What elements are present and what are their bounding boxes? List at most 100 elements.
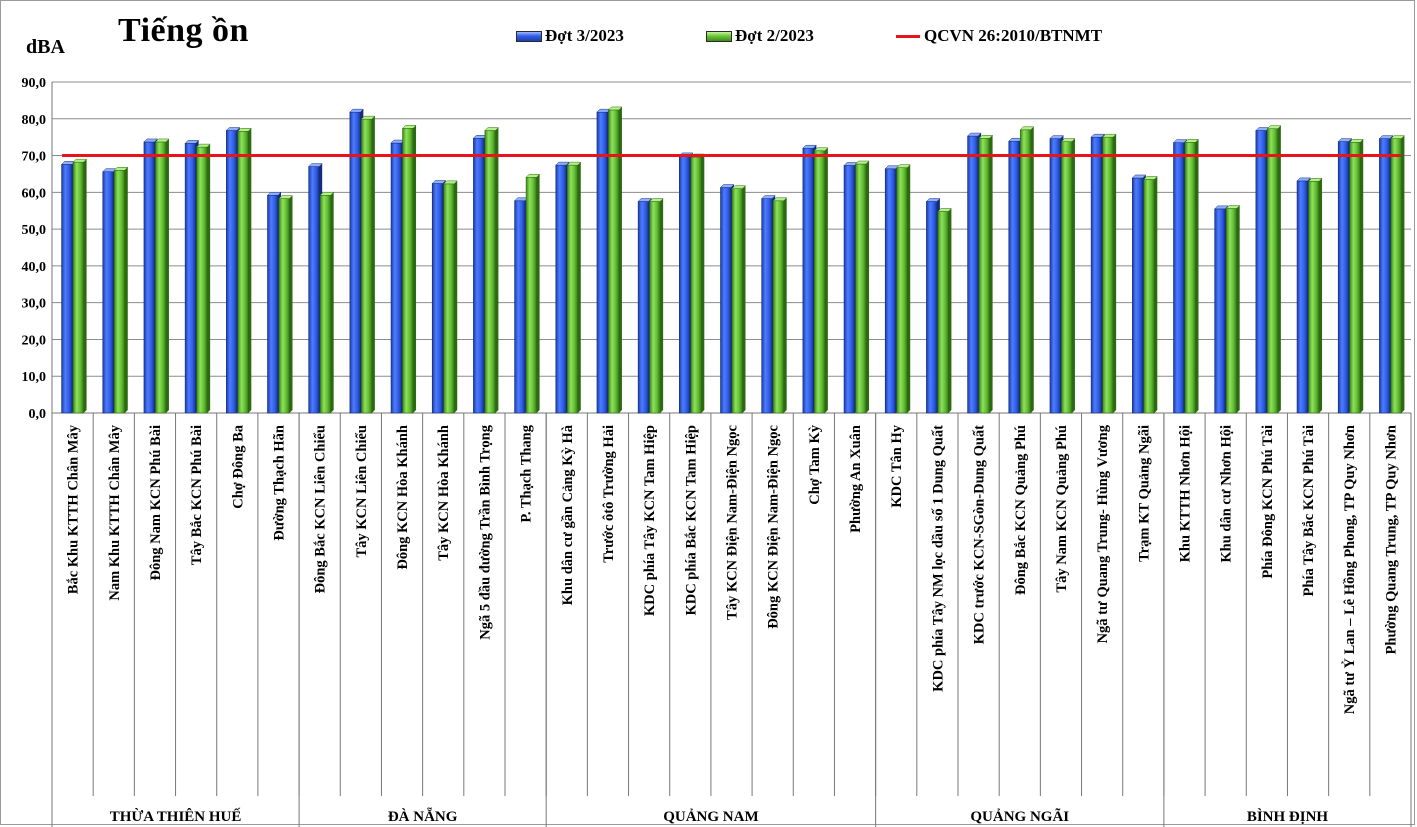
x-category-label: Đông KCN Hòa Khánh [395,425,411,570]
bar-series-2 [814,150,826,414]
bar-side-series-2 [1236,205,1240,413]
bar-series-1 [802,147,814,414]
bar-series-1 [102,171,114,414]
x-category-label: Ngã tư Quang Trung- Hùng Vương [1095,424,1111,643]
bar-side-series-2 [1195,139,1199,413]
bar-series-1 [1049,138,1061,414]
bar-series-2 [319,194,331,414]
y-tick-label: 20,0 [22,333,47,348]
chart-title: Tiếng ồn [118,12,249,49]
legend-item-series-1: Đợt 3/2023 [516,26,624,46]
bar-series-2 [1267,128,1279,414]
bar-series-2 [237,130,249,414]
bar-series-2 [1390,138,1402,414]
bar-side-series-2 [248,128,252,413]
y-tick-label: 60,0 [22,186,47,201]
bar-series-2 [855,163,867,414]
bar-series-1 [926,201,938,414]
bar-side-series-2 [783,197,787,413]
group-label: QUẢNG NAM [663,808,758,825]
x-category-label: Bắc Khu KTTH Chân Mây [66,424,82,594]
bar-side-series-2 [1071,138,1075,413]
legend-label-reference: QCVN 26:2010/BTNMT [924,26,1103,45]
bar-series-1 [1337,141,1350,414]
bar-series-1 [61,164,73,414]
bar-series-1 [1132,177,1144,414]
x-category-label: Trạm KT Quảng Ngãi [1136,425,1152,562]
bar-series-1 [226,130,238,414]
bar-side-series-2 [289,195,293,413]
x-category-label: KDC Tân Hy [889,424,905,507]
group-label: QUẢNG NGÃI [970,807,1069,825]
bar-side-series-2 [907,164,911,413]
bar-side-series-2 [536,174,540,413]
bar-series-1 [473,137,485,414]
bar-side-series-2 [413,125,417,413]
group-label: BÌNH ĐỊNH [1247,808,1329,825]
y-tick-label: 70,0 [22,150,47,165]
x-category-label: Tây KCN Liên Chiểu [354,425,370,558]
bar-series-2 [896,167,908,414]
bar-series-1 [637,201,649,414]
x-category-label: Đông Bắc KCN Quảng Phú [1013,425,1029,595]
bar-side-series-2 [866,161,870,413]
bar-side-series-2 [1401,135,1405,414]
y-axis-label: dBA [26,36,65,58]
bar-series-2 [443,183,455,414]
bar-series-2 [1308,181,1320,414]
x-category-label: KDC trước KCN-SGòn-Dung Quất [972,425,988,645]
bar-series-1 [1008,140,1020,414]
bar-series-2 [525,176,537,414]
x-category-label: Khu dân cư Nhơn Hội [1219,425,1235,563]
x-category-label: Tây KCN Hòa Khánh [436,425,452,561]
bar-series-2 [155,141,167,414]
x-category-label: Khu KTTH Nhơn Hội [1178,425,1194,562]
bar-side-series-2 [1030,126,1034,414]
bar-side-series-2 [495,127,499,414]
x-category-label: Ngã tư Ỷ Lan – Lê Hồng Phong, TP Quy Nhơ… [1341,425,1358,714]
bar-side-series-2 [948,208,952,413]
bar-series-1 [308,166,320,414]
bar-series-2 [278,198,290,414]
y-tick-label: 50,0 [22,223,47,238]
bar-series-2 [361,118,373,414]
legend-swatch-blue [516,30,542,42]
bar-side-series-2 [1277,125,1281,414]
y-tick-label: 30,0 [22,297,47,312]
bar-series-1 [1296,180,1308,414]
bar-series-1 [390,142,402,414]
bar-side-series-2 [330,192,334,413]
legend-label-series-2: Đợt 2/2023 [735,26,814,45]
x-category-label: Đông Bắc KCN Liên Chiểu [313,425,329,593]
bar-series-1 [1214,208,1226,414]
bar-series-1 [1255,130,1267,414]
x-category-label: Tây KCN Điện Nam-Điện Ngọc [725,424,741,619]
bar-side-series-2 [618,106,622,413]
bar-side-series-2 [824,147,828,413]
bar-series-1 [1379,138,1391,414]
x-category-label: Đường Thạch Hãn [272,425,288,541]
bar-series-2 [1143,179,1155,414]
bar-series-2 [402,128,414,414]
bar-side-series-2 [742,185,746,413]
bar-series-1 [761,198,773,414]
bar-side-series-2 [1154,176,1158,413]
y-tick-label: 40,0 [22,260,47,275]
bar-series-1 [349,111,361,414]
group-label: ĐÀ NẴNG [388,807,458,825]
bar-series-1 [431,183,444,414]
bar-series-1 [884,168,897,414]
bar-side-series-2 [1319,178,1323,413]
bar-series-2 [772,200,784,414]
x-category-label: Đông KCN Điện Nam-Điện Ngọc [766,424,782,628]
bar-series-2 [1102,136,1114,414]
bar-series-2 [1184,142,1196,414]
bar-series-2 [731,188,743,414]
bar-series-2 [566,164,579,414]
bar-side-series-2 [371,116,375,413]
group-label: THỪA THIÊN HUẾ [110,808,242,825]
bar-series-2 [1019,129,1032,414]
bar-series-1 [679,155,691,414]
